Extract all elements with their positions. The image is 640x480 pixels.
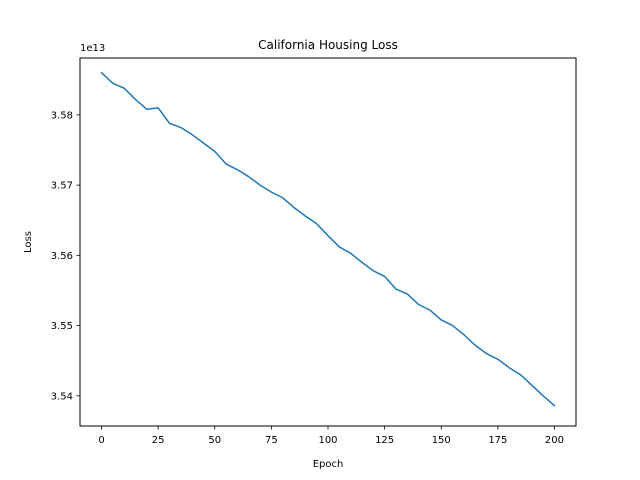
y-tick-label: 3.54 — [51, 391, 73, 402]
y-tick-label: 3.57 — [51, 181, 73, 192]
y-axis-offset-label: 1e13 — [80, 43, 105, 54]
x-tick-label: 150 — [432, 435, 451, 446]
x-tick-label: 25 — [152, 435, 165, 446]
x-tick-label: 175 — [488, 435, 507, 446]
y-axis-label: Loss — [23, 231, 34, 253]
x-tick-label: 125 — [375, 435, 394, 446]
chart-title: California Housing Loss — [258, 38, 398, 52]
y-tick-label: 3.55 — [51, 321, 73, 332]
x-tick-label: 75 — [265, 435, 278, 446]
x-tick-label: 100 — [318, 435, 337, 446]
series-line-0 — [100, 72, 556, 407]
x-axis: 0 25 50 75 100 125 150 175 200 — [98, 426, 564, 446]
x-axis-label: Epoch — [313, 459, 344, 470]
y-axis: 3.54 3.55 3.56 3.57 3.58 — [51, 110, 80, 402]
y-tick-label: 3.56 — [51, 251, 73, 262]
plot-area — [100, 72, 556, 407]
x-tick-label: 200 — [545, 435, 564, 446]
x-tick-label: 50 — [208, 435, 221, 446]
x-tick-label: 0 — [98, 435, 104, 446]
y-tick-label: 3.58 — [51, 110, 73, 121]
